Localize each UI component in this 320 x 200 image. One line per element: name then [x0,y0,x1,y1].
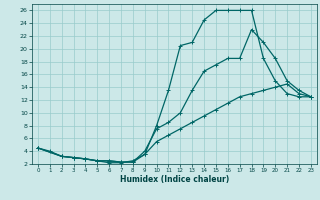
X-axis label: Humidex (Indice chaleur): Humidex (Indice chaleur) [120,175,229,184]
